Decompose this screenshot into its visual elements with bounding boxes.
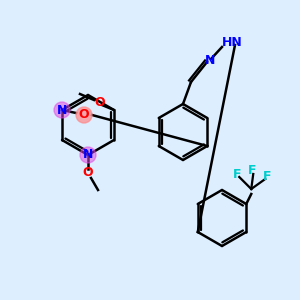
Text: N: N: [57, 103, 67, 116]
Circle shape: [54, 102, 70, 118]
Text: F: F: [248, 164, 256, 178]
Text: O: O: [83, 166, 93, 178]
Text: HN: HN: [222, 35, 242, 49]
Text: N: N: [83, 148, 93, 161]
Text: O: O: [79, 109, 89, 122]
Text: O: O: [95, 95, 105, 109]
Text: F: F: [233, 169, 242, 182]
Circle shape: [80, 147, 96, 163]
Circle shape: [76, 107, 92, 123]
Text: N: N: [205, 53, 215, 67]
Text: F: F: [263, 169, 272, 182]
